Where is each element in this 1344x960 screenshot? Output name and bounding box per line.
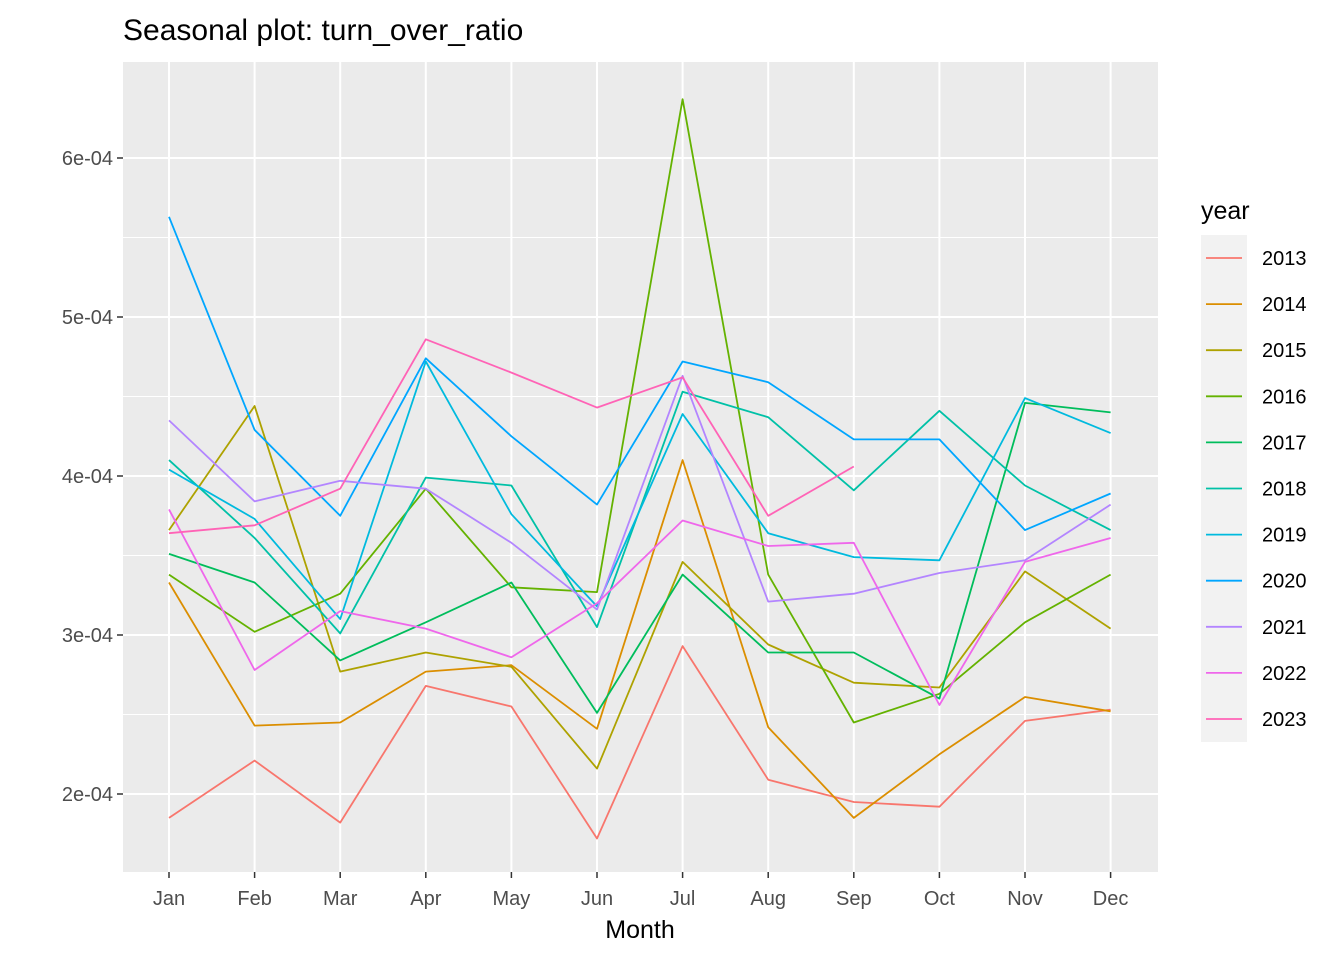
grid-minor xyxy=(123,237,1158,715)
x-axis-title: Month xyxy=(605,916,674,944)
x-tick-label: Jul xyxy=(670,888,696,910)
y-tick-label: 2e-04 xyxy=(62,784,113,806)
y-tick-label: 3e-04 xyxy=(62,625,113,647)
legend-title: year xyxy=(1201,197,1250,225)
plot-panel xyxy=(123,62,1158,872)
series-lines xyxy=(168,98,1112,840)
legend-label-2020: 2020 xyxy=(1262,571,1307,593)
y-tick-label: 5e-04 xyxy=(62,307,113,329)
legend: year 2013 2014 2015 2016 2017 2018 2019 2020 202… xyxy=(1201,197,1307,742)
x-tick-label: Mar xyxy=(323,888,358,910)
legend-label-2021: 2021 xyxy=(1262,617,1307,639)
series-line-2013 xyxy=(168,645,1111,840)
series-line-2019 xyxy=(168,360,1111,620)
chart-title: Seasonal plot: turn_over_ratio xyxy=(123,14,523,47)
x-tick-label: Jan xyxy=(153,888,185,910)
series-line-2015 xyxy=(168,405,1112,770)
legend-label-2022: 2022 xyxy=(1262,663,1307,685)
series-line-2022 xyxy=(168,508,1111,706)
x-tick-label: Sep xyxy=(836,888,872,910)
series-line-2020 xyxy=(168,216,1111,531)
legend-label-2014: 2014 xyxy=(1262,294,1307,316)
legend-items: 2013 2014 2015 2016 2017 2018 2019 2020 2021 2022… xyxy=(1206,248,1307,731)
legend-label-2018: 2018 xyxy=(1262,479,1307,501)
x-axis: Jan Feb Mar Apr May Jun Jul Aug Sep Oct Nov Dec xyxy=(153,872,1129,910)
x-tick-label: Jun xyxy=(581,888,613,910)
series-line-2023 xyxy=(168,338,855,535)
y-tick-label: 4e-04 xyxy=(62,466,113,488)
x-tick-label: May xyxy=(493,888,531,910)
legend-label-2015: 2015 xyxy=(1262,340,1307,362)
series-line-2017 xyxy=(168,401,1111,714)
series-line-2021 xyxy=(168,374,1112,611)
x-tick-label: Aug xyxy=(750,888,786,910)
x-tick-label: Apr xyxy=(410,888,441,910)
legend-label-2023: 2023 xyxy=(1262,709,1307,731)
series-line-2014 xyxy=(168,459,1111,819)
y-axis: 2e-04 3e-04 4e-04 5e-04 6e-04 xyxy=(62,148,123,806)
x-tick-label: Nov xyxy=(1007,888,1043,910)
x-tick-label: Dec xyxy=(1093,888,1129,910)
legend-label-2016: 2016 xyxy=(1262,386,1307,408)
x-tick-label: Feb xyxy=(237,888,271,910)
grid-major xyxy=(123,62,1158,872)
x-tick-label: Oct xyxy=(924,888,956,910)
legend-label-2013: 2013 xyxy=(1262,248,1307,270)
legend-label-2017: 2017 xyxy=(1262,432,1307,454)
legend-label-2019: 2019 xyxy=(1262,525,1307,547)
y-tick-label: 6e-04 xyxy=(62,148,113,170)
